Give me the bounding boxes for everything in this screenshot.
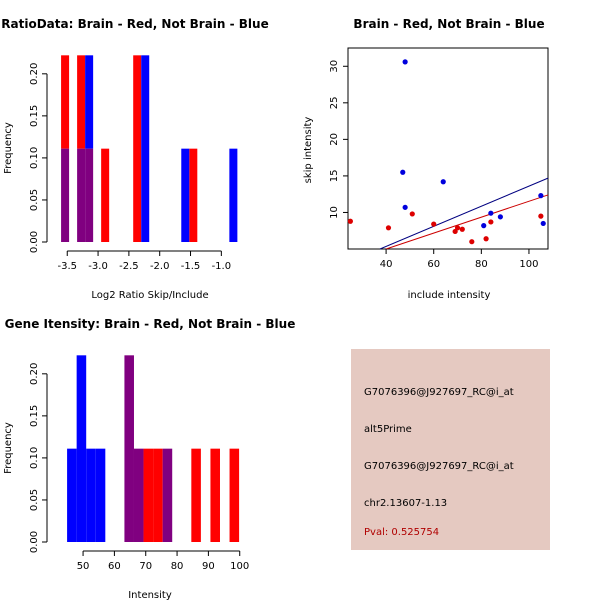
scatter-point-red bbox=[454, 225, 461, 231]
ratio-histogram-y-tick-label: 0.00 bbox=[29, 231, 40, 253]
ratio-histogram-title: RatioData: Brain - Red, Not Brain - Blue bbox=[1, 17, 268, 31]
scatter-point-red bbox=[488, 219, 494, 225]
scatter-regression-line bbox=[385, 194, 549, 250]
intensity-histogram-bar-overlap bbox=[133, 448, 144, 542]
scatter-y-tick-label: 10 bbox=[329, 206, 340, 219]
ratio-histogram-bar-blue bbox=[141, 55, 150, 243]
scatter-point-blue bbox=[481, 223, 487, 229]
intensity-histogram-bar-overlap bbox=[124, 355, 134, 542]
scatter-point-red bbox=[409, 211, 415, 217]
intensity-histogram-y-tick-label: 0.15 bbox=[29, 405, 40, 427]
ratio-histogram-y-tick-label: 0.05 bbox=[29, 189, 40, 211]
ratio-histogram-bar-red bbox=[133, 55, 142, 243]
scatter-y-tick-label: 25 bbox=[329, 96, 340, 109]
ratio-histogram-x-tick-label: -2.5 bbox=[119, 261, 139, 272]
intensity-histogram-bar-red bbox=[210, 448, 220, 542]
intensity-histogram-x-tick-label: 100 bbox=[230, 561, 249, 572]
scatter-point-blue bbox=[488, 210, 494, 216]
scatter-regression-line bbox=[379, 177, 549, 250]
locus-line: chr2.13607-1.13 bbox=[364, 498, 448, 509]
ratio-histogram-x-tick-label: -2.0 bbox=[150, 261, 170, 272]
scatter-point-red bbox=[469, 239, 475, 245]
scatter-xlabel: include intensity bbox=[408, 290, 491, 301]
probe-id-line: G7076396@J927697_RC@i_at bbox=[364, 387, 514, 398]
scatter-ylabel: skip intensity bbox=[303, 117, 314, 184]
scatter-x-tick-label: 40 bbox=[380, 259, 393, 270]
intensity-histogram-y-tick-label: 0.20 bbox=[29, 363, 40, 385]
intensity-histogram-bar-red bbox=[153, 448, 163, 542]
scatter-plot-box bbox=[347, 47, 549, 250]
scatter-panel: Brain - Red, Not Brain - Blue include in… bbox=[303, 17, 549, 301]
ratio-histogram-bar-blue bbox=[229, 148, 238, 242]
ratio-histogram-bar-overlap bbox=[77, 148, 86, 242]
ratio-histogram-x-tick-label: -1.5 bbox=[181, 261, 201, 272]
intensity-histogram-bar-red bbox=[143, 448, 154, 542]
intensity-histogram-bar-blue bbox=[86, 448, 96, 542]
intensity-histogram-y-tick-label: 0.00 bbox=[29, 531, 40, 553]
intensity-histogram-title: Gene Itensity: Brain - Red, Not Brain - … bbox=[5, 317, 296, 331]
intensity-histogram-y-tick-label: 0.05 bbox=[29, 489, 40, 511]
scatter-x-tick-label: 80 bbox=[475, 259, 488, 270]
scatter-point-red bbox=[347, 218, 353, 224]
scatter-point-blue bbox=[440, 179, 446, 185]
scatter-y-tick-label: 15 bbox=[329, 170, 340, 183]
ratio-histogram-bar-overlap bbox=[61, 148, 70, 242]
ratio-histogram-bar-overlap bbox=[85, 148, 94, 242]
intensity-histogram-xlabel: Intensity bbox=[128, 590, 172, 600]
ratio-histogram-bar-red bbox=[101, 148, 110, 242]
probe-id-repeat-line: G7076396@J927697_RC@i_at bbox=[364, 461, 514, 472]
event-type-line: alt5Prime bbox=[364, 424, 412, 435]
intensity-histogram-x-tick-label: 60 bbox=[108, 561, 121, 572]
scatter-point-blue bbox=[540, 220, 546, 227]
ratio-histogram-x-tick-label: -3.0 bbox=[88, 261, 108, 272]
ratio-histogram-y-tick-label: 0.20 bbox=[29, 63, 40, 85]
intensity-histogram-ylabel: Frequency bbox=[3, 422, 14, 474]
intensity-histogram-y-tick-label: 0.10 bbox=[29, 447, 40, 469]
scatter-x-tick-label: 60 bbox=[427, 259, 440, 270]
scatter-y-tick-label: 20 bbox=[329, 133, 340, 146]
intensity-histogram-x-tick-label: 70 bbox=[139, 561, 152, 572]
ratio-histogram-bar-blue bbox=[181, 148, 190, 242]
scatter-point-red bbox=[385, 225, 392, 231]
scatter-point-blue bbox=[400, 169, 406, 175]
scatter-point-red bbox=[431, 221, 437, 227]
scatter-point-blue bbox=[402, 59, 408, 65]
intensity-histogram-bar-overlap bbox=[162, 448, 173, 542]
scatter-point-blue bbox=[402, 204, 408, 210]
pval-line: Pval: 0.525754 bbox=[364, 527, 440, 538]
intensity-histogram-bar-blue bbox=[67, 448, 77, 542]
ratio-histogram-panel: RatioData: Brain - Red, Not Brain - Blue… bbox=[1, 17, 268, 301]
intensity-histogram-bar-red bbox=[229, 448, 240, 542]
ratio-histogram-ylabel: Frequency bbox=[3, 122, 14, 174]
intensity-histogram-x-tick-label: 50 bbox=[77, 561, 90, 572]
intensity-histogram-panel: Gene Itensity: Brain - Red, Not Brain - … bbox=[3, 317, 295, 600]
scatter-point-red bbox=[483, 236, 489, 242]
scatter-point-red bbox=[459, 226, 465, 232]
intensity-histogram-x-tick-label: 90 bbox=[202, 561, 215, 572]
scatter-y-tick-label: 30 bbox=[329, 60, 340, 73]
ratio-histogram-y-tick-label: 0.10 bbox=[29, 147, 40, 169]
scatter-point-blue bbox=[497, 214, 503, 220]
ratio-histogram-y-tick-label: 0.15 bbox=[29, 105, 40, 127]
scatter-title: Brain - Red, Not Brain - Blue bbox=[353, 17, 544, 31]
ratio-histogram-bar-red bbox=[77, 55, 86, 149]
intensity-histogram-bar-red bbox=[191, 448, 201, 542]
intensity-histogram-x-tick-label: 80 bbox=[171, 561, 184, 572]
scatter-point-red bbox=[538, 213, 544, 219]
intensity-histogram-bar-blue bbox=[76, 355, 87, 542]
scatter-x-tick-label: 100 bbox=[519, 259, 538, 270]
intensity-histogram-bar-blue bbox=[95, 448, 106, 542]
probe-info-box: G7076396@J927697_RC@i_at alt5Prime G7076… bbox=[351, 349, 550, 550]
scatter-point-blue bbox=[538, 193, 544, 199]
ratio-histogram-x-tick-label: -3.5 bbox=[57, 261, 77, 272]
ratio-histogram-x-tick-label: -1.0 bbox=[212, 261, 232, 272]
ratio-histogram-bar-blue bbox=[85, 55, 94, 149]
ratio-histogram-bar-red bbox=[189, 148, 198, 242]
ratio-histogram-xlabel: Log2 Ratio Skip/Include bbox=[91, 290, 208, 301]
ratio-histogram-bar-red bbox=[61, 55, 70, 149]
